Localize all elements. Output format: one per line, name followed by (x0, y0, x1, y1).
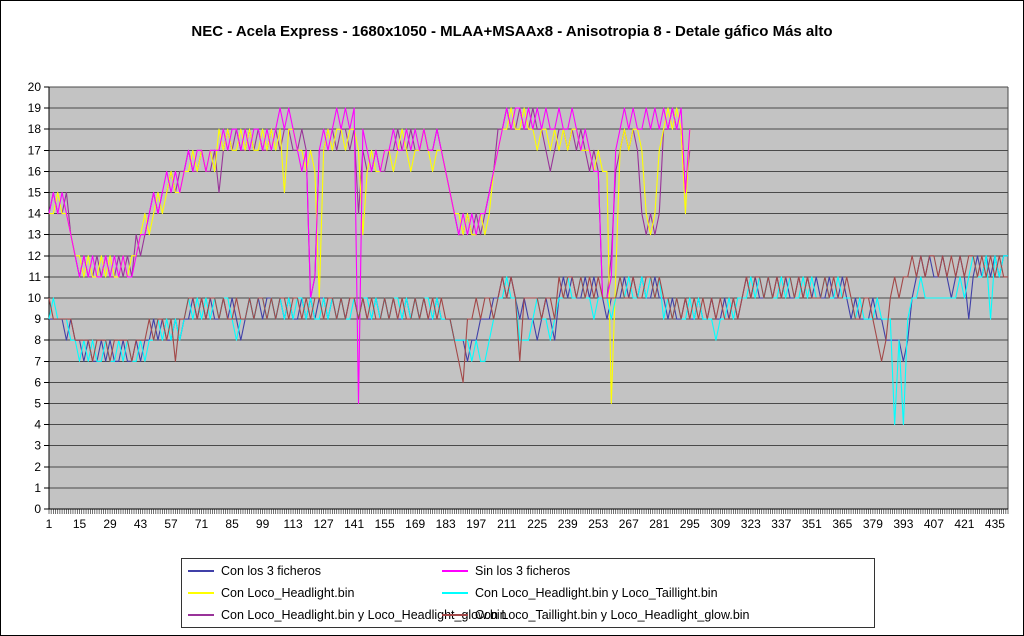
y-tick-label: 14 (28, 207, 42, 221)
x-ticks-comb (48, 509, 1009, 514)
y-tick-label: 9 (34, 312, 41, 326)
x-tick-label: 57 (164, 517, 178, 531)
x-tick-label: 281 (649, 517, 669, 531)
y-tick-label: 8 (34, 333, 41, 347)
y-tick-label: 13 (28, 228, 42, 242)
legend-marker-line (442, 570, 468, 572)
x-tick-label: 99 (256, 517, 270, 531)
x-tick-label: 379 (863, 517, 883, 531)
y-tick-label: 17 (28, 143, 42, 157)
x-tick-label: 71 (195, 517, 209, 531)
y-tick-label: 7 (34, 354, 41, 368)
x-tick-label: 421 (954, 517, 974, 531)
x-tick-label: 323 (741, 517, 761, 531)
y-tick-label: 1 (34, 481, 41, 495)
legend-item: Sin los 3 ficheros (442, 564, 874, 578)
x-tick-label: 435 (985, 517, 1005, 531)
x-tick-label: 351 (802, 517, 822, 531)
x-tick-label: 365 (832, 517, 852, 531)
legend-item: Con Loco_Headlight.bin y Loco_Headlight_… (188, 608, 507, 622)
y-tick-label: 2 (34, 460, 41, 474)
legend-label: Con Loco_Headlight.bin y Loco_Headlight_… (221, 608, 507, 622)
legend-item: Con los 3 ficheros (188, 564, 442, 578)
legend-marker-line (188, 614, 214, 616)
y-tick-label: 10 (28, 291, 42, 305)
legend-label: Con los 3 ficheros (221, 564, 322, 578)
x-tick-label: 309 (710, 517, 730, 531)
y-tick-label: 20 (28, 80, 42, 94)
x-tick-label: 211 (497, 517, 516, 531)
x-tick-label: 113 (284, 517, 303, 531)
legend-item: Con Loco_Taillight.bin y Loco_Headlight_… (442, 608, 874, 622)
x-tick-label: 393 (893, 517, 913, 531)
legend: Con los 3 ficheros Sin los 3 ficheros Co… (181, 558, 875, 628)
x-tick-label: 239 (558, 517, 578, 531)
x-tick-label: 155 (375, 517, 395, 531)
legend-item: Con Loco_Headlight.bin y Loco_Taillight.… (442, 586, 874, 600)
x-tick-label: 267 (619, 517, 639, 531)
x-tick-label: 183 (436, 517, 456, 531)
x-tick-label: 1 (46, 517, 53, 531)
x-tick-label: 253 (588, 517, 608, 531)
x-tick-label: 407 (924, 517, 944, 531)
y-tick-label: 19 (28, 101, 42, 115)
legend-marker-line (188, 592, 214, 594)
y-tick-label: 12 (28, 249, 42, 263)
x-tick-label: 141 (344, 517, 364, 531)
legend-marker-line (188, 570, 214, 572)
x-tick-label: 197 (466, 517, 486, 531)
y-tick-label: 5 (34, 397, 41, 411)
x-tick-label: 337 (771, 517, 791, 531)
x-tick-label: 15 (73, 517, 87, 531)
legend-label: Sin los 3 ficheros (475, 564, 571, 578)
x-tick-label: 169 (405, 517, 425, 531)
series-line-3 (48, 255, 1008, 426)
legend-item: Con Loco_Headlight.bin (188, 586, 442, 600)
legend-label: Con Loco_Headlight.bin y Loco_Taillight.… (475, 586, 718, 600)
x-tick-label: 295 (680, 517, 700, 531)
x-tick-label: 43 (134, 517, 148, 531)
series-line-5 (48, 255, 1008, 383)
y-tick-label: 11 (29, 270, 42, 284)
x-tick-label: 127 (314, 517, 334, 531)
x-tick-label: 85 (225, 517, 239, 531)
legend-label: Con Loco_Headlight.bin (221, 586, 355, 600)
y-tick-label: 3 (34, 439, 41, 453)
chart-title: NEC - Acela Express - 1680x1050 - MLAA+M… (191, 23, 833, 40)
legend-label: Con Loco_Taillight.bin y Loco_Headlight_… (475, 608, 750, 622)
y-tick-label: 6 (34, 375, 41, 389)
legend-marker-line (442, 592, 468, 594)
legend-marker-line (442, 614, 468, 616)
y-tick-label: 16 (28, 164, 42, 178)
y-tick-label: 0 (34, 502, 41, 516)
series-line-1 (48, 107, 691, 405)
y-tick-label: 4 (34, 418, 41, 432)
x-tick-label: 225 (527, 517, 547, 531)
y-tick-label: 15 (28, 186, 42, 200)
y-tick-label: 18 (28, 122, 42, 136)
x-tick-label: 29 (103, 517, 117, 531)
